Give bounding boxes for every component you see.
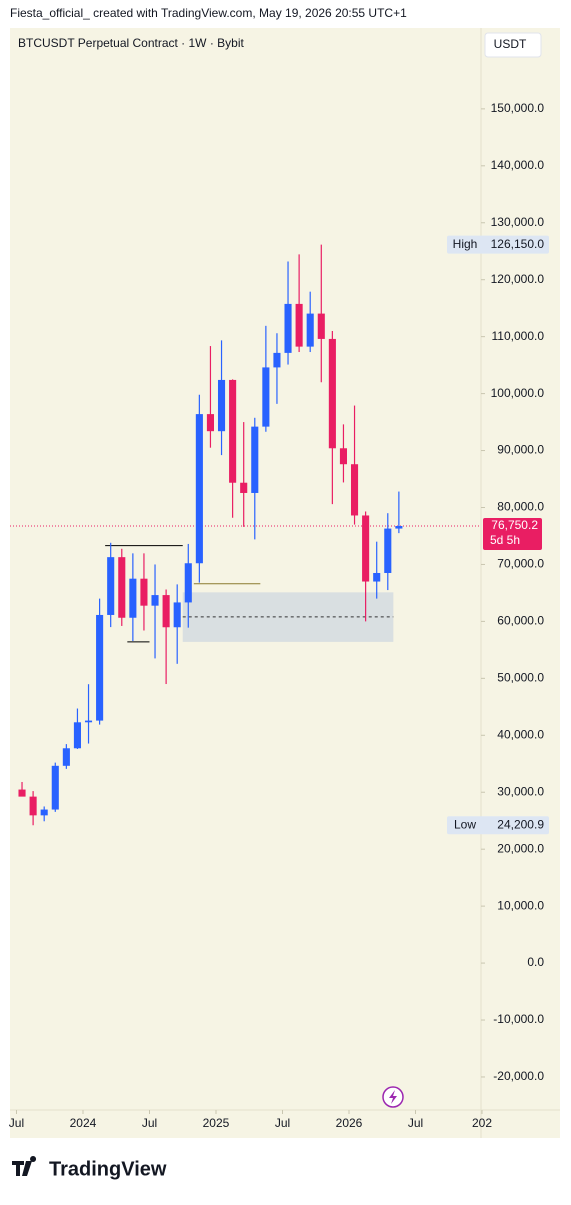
marker-label: 24,200.9 [497,817,544,831]
marker-label: 126,150.0 [491,237,545,251]
marker-name: Low [454,817,476,831]
candle-body [350,464,359,516]
y-tick-label: 60,000.0 [497,614,544,628]
candle-body [184,563,192,603]
candle-body [229,379,237,483]
y-tick-label: -20,000.0 [493,1069,544,1083]
candle-body [173,602,181,628]
x-tick-label: 2025 [203,1116,230,1130]
candle-body [373,572,381,582]
y-tick-label: 80,000.0 [497,500,544,514]
chart-background [10,28,560,1138]
y-tick-label: 70,000.0 [497,557,544,571]
candle-body [96,614,104,721]
y-tick-label: 40,000.0 [497,727,544,741]
candle-body [29,796,37,816]
y-tick-label: 110,000.0 [492,329,545,343]
candle-body [217,379,226,432]
x-tick-label: Jul [9,1116,24,1130]
candle-body [140,578,148,606]
brand: TradingView [49,1158,167,1180]
brand-logo [12,1156,37,1176]
y-tick-label: 0.0 [527,955,544,969]
y-tick-label: 10,000.0 [497,898,544,912]
marker-box [447,235,549,254]
chart-title: BTCUSDT Perpetual Contract · 1W · Bybit [18,36,245,50]
y-tick-label: 140,000.0 [491,158,545,172]
candle-body [262,367,270,427]
x-tick-label: 202 [472,1116,492,1130]
candle-body [362,515,370,582]
x-tick-label: Jul [408,1116,423,1130]
y-tick-label: 130,000.0 [491,215,545,229]
y-tick-label: -10,000.0 [493,1012,544,1026]
candle-body [395,526,403,529]
y-tick-label: 30,000.0 [497,784,544,798]
countdown: 5d 5h [490,533,520,547]
candle-body [40,809,48,816]
candle-body [195,414,203,564]
candle-body [206,414,214,432]
marker-name: High [453,237,478,251]
candle-body [295,303,303,347]
x-tick-label: Jul [142,1116,157,1130]
candle-body [129,578,137,618]
y-tick-label: 120,000.0 [491,272,545,286]
currency-box[interactable] [484,32,542,58]
candle-body [62,748,70,766]
marker-box [447,816,549,835]
candle-body [51,765,59,810]
candle-body [73,722,81,749]
x-tick-label: 2024 [70,1116,97,1130]
alert-bolt [389,1090,397,1104]
candle-body [84,720,93,723]
price-label-box [483,518,542,551]
price-label: 76,750.2 [491,518,538,532]
y-tick-label: 20,000.0 [497,841,544,855]
candle-body [18,789,26,797]
candle-body [118,557,126,618]
candle-body [151,595,159,606]
candle-body [284,303,292,353]
candle-body [384,528,392,573]
candle-body [162,595,170,628]
candle-body [328,338,336,449]
candle-body [273,352,281,368]
y-tick-label: 100,000.0 [491,386,545,400]
y-tick-label: 150,000.0 [491,101,545,115]
candle-body [240,482,248,493]
caption: Fiesta_official_ created with TradingVie… [10,6,407,20]
plot-area [10,244,481,826]
x-tick-label: Jul [275,1116,290,1130]
candle-body [107,557,115,615]
y-tick-label: 50,000.0 [497,671,544,685]
x-tick-label: 2026 [336,1116,363,1130]
candle-body [317,313,325,339]
candle-body [251,426,259,493]
currency: USDT [494,37,527,51]
y-tick-label: 90,000.0 [497,443,544,457]
candle-body [339,448,348,465]
candle-body [306,313,314,347]
